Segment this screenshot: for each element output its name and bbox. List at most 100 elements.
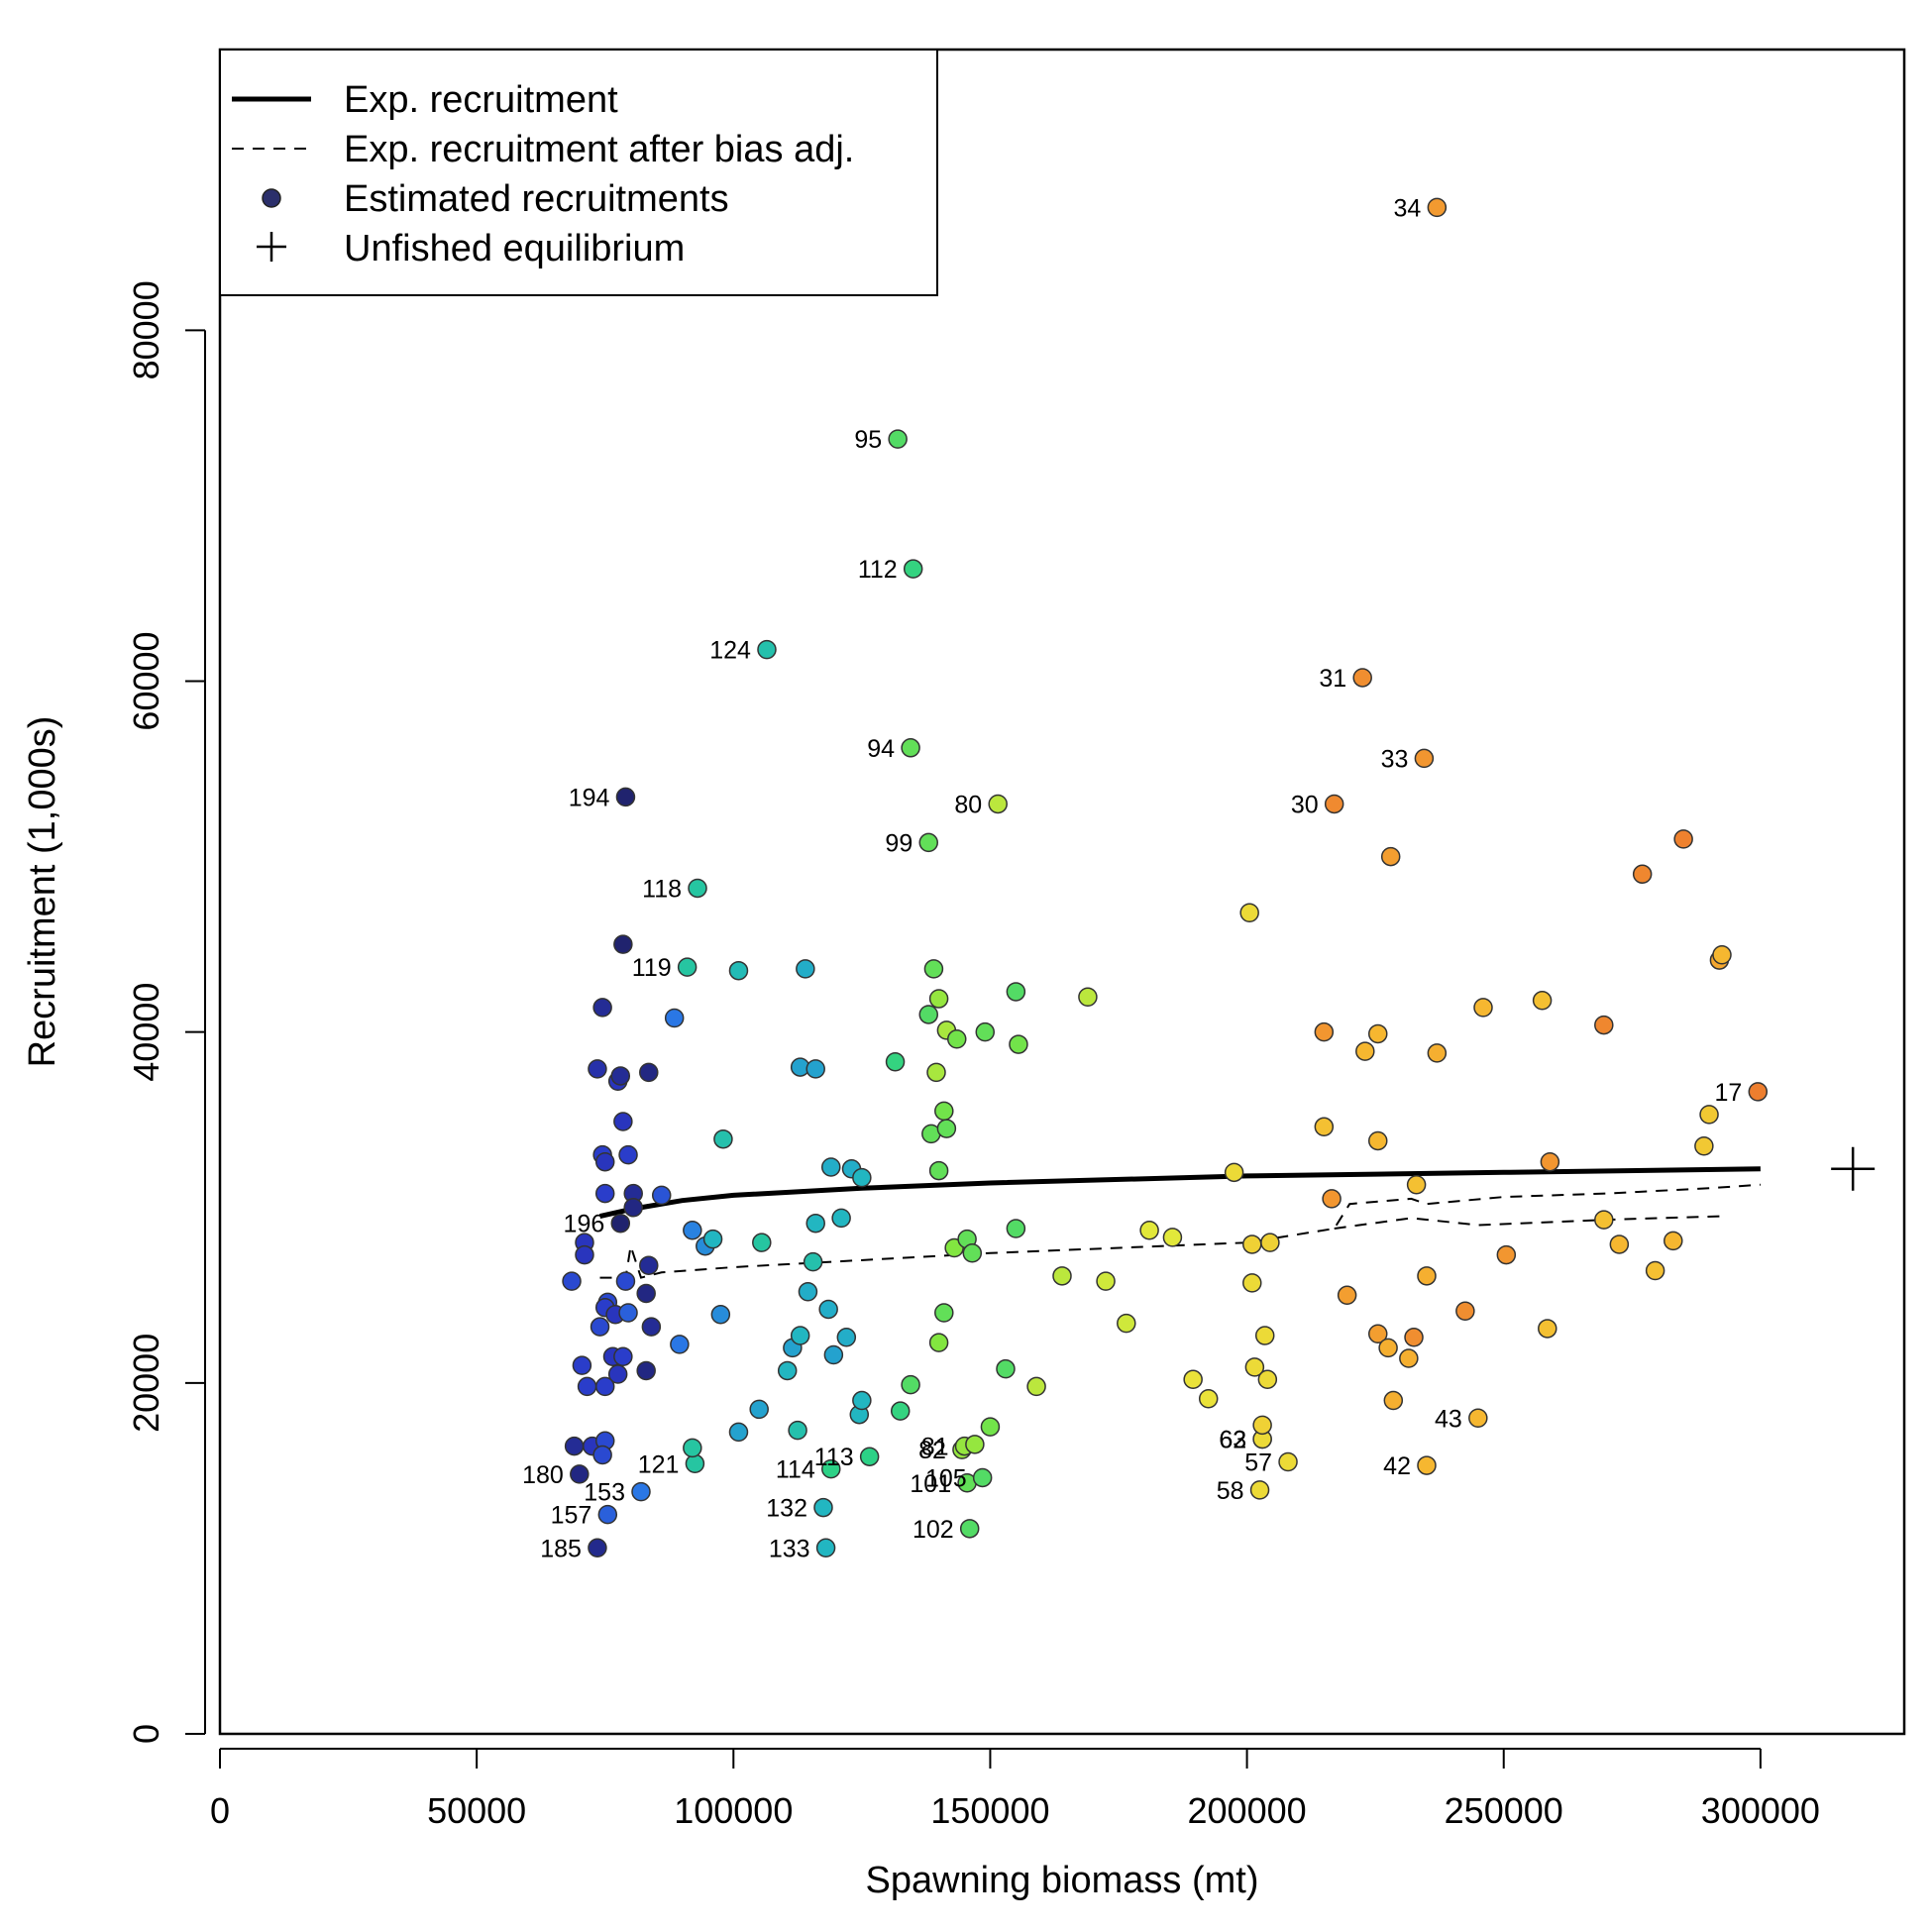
- recruitment-point: [618, 1303, 638, 1323]
- recruitment-point: [936, 1119, 957, 1138]
- recruitment-point: [631, 1481, 651, 1502]
- recruitment-point: [1417, 1266, 1437, 1286]
- recruitment-point: [821, 1157, 841, 1177]
- recruitment-point: [1645, 1260, 1665, 1281]
- point-label: 57: [1244, 1449, 1272, 1477]
- recruitment-point: [1748, 1082, 1769, 1102]
- recruitment-point: [677, 957, 698, 977]
- recruitment-point: [1473, 998, 1493, 1018]
- recruitment-point: [1260, 1233, 1280, 1252]
- recruitment-point: [683, 1221, 702, 1240]
- recruitment-point: [1594, 1210, 1614, 1230]
- recruitment-point: [1496, 1244, 1517, 1265]
- recruitment-point: [752, 1233, 772, 1252]
- point-label: 99: [885, 829, 912, 857]
- point-label: 124: [709, 637, 751, 665]
- recruitment-point: [796, 959, 815, 979]
- recruitment-point: [641, 1317, 662, 1337]
- recruitment-point: [1242, 1234, 1262, 1254]
- recruitment-point: [1368, 1130, 1388, 1151]
- x-tick-label: 150000: [930, 1790, 1049, 1831]
- recruitment-point: [670, 1335, 690, 1354]
- point-label: 113: [814, 1444, 854, 1471]
- point-label: 101: [910, 1470, 951, 1498]
- recruitment-point: [1383, 1390, 1404, 1411]
- recruitment-point: [901, 738, 920, 758]
- recruitment-point: [1314, 1021, 1335, 1042]
- recruitment-point: [852, 1390, 872, 1411]
- point-label: 94: [867, 735, 895, 763]
- recruitment-point: [836, 1328, 857, 1347]
- recruitment-point: [903, 559, 923, 579]
- recruitment-point: [965, 1435, 985, 1454]
- point-label: 43: [1435, 1405, 1462, 1433]
- point-label: 132: [766, 1495, 807, 1523]
- recruitment-point: [805, 1059, 825, 1079]
- recruitment-point: [823, 1344, 844, 1365]
- recruitment-point: [790, 1326, 810, 1345]
- recruitment-point: [688, 878, 707, 899]
- recruitment-point: [1052, 1266, 1072, 1286]
- recruitment-point: [1162, 1228, 1183, 1247]
- recruitment-point: [1249, 1480, 1270, 1500]
- recruitment-point: [928, 1160, 949, 1181]
- recruitment-point: [805, 1213, 825, 1234]
- point-label: 80: [954, 791, 982, 818]
- recruitment-point: [636, 1360, 656, 1381]
- recruitment-point: [1257, 1369, 1278, 1390]
- recruitment-point: [1712, 945, 1732, 965]
- recruitment-point: [901, 1374, 920, 1395]
- recruitment-point: [639, 1062, 659, 1083]
- recruitment-point: [1324, 794, 1344, 814]
- recruitment-point: [1244, 1357, 1265, 1377]
- recruitment-point: [1632, 864, 1653, 885]
- legend-plus-symbol: [257, 232, 286, 262]
- recruitment-point: [923, 959, 944, 979]
- recruitment-point: [597, 1504, 618, 1525]
- recruitment-point: [926, 1062, 946, 1083]
- recruitment-point: [562, 1271, 582, 1291]
- recruitment-point: [1254, 1326, 1275, 1345]
- x-axis-label: Spawning biomass (mt): [865, 1860, 1258, 1901]
- recruitment-point: [815, 1538, 836, 1558]
- point-label: 30: [1291, 791, 1319, 818]
- recruitment-point: [890, 1401, 911, 1421]
- recruitment-point: [1314, 1117, 1335, 1137]
- recruitment-point: [728, 960, 749, 981]
- recruitment-point: [928, 989, 949, 1009]
- recruitment-point: [592, 998, 612, 1018]
- point-label: 33: [1381, 745, 1409, 773]
- recruitment-point: [996, 1358, 1016, 1379]
- recruitment-point: [1096, 1271, 1116, 1291]
- recruitment-point: [972, 1467, 993, 1488]
- recruitment-point: [975, 1021, 996, 1042]
- point-label: 17: [1714, 1079, 1742, 1107]
- recruitment-point: [685, 1453, 705, 1474]
- recruitment-point: [1427, 1043, 1448, 1063]
- y-tick-label: 0: [126, 1724, 166, 1744]
- estimated-recruitment-points: [562, 197, 1769, 1558]
- bias-adjusted-line-branch: [1334, 1215, 1720, 1230]
- recruitment-point: [1414, 748, 1435, 769]
- recruitment-point: [610, 1213, 631, 1234]
- recruitment-point: [788, 1420, 807, 1441]
- point-label: 180: [522, 1461, 564, 1489]
- point-label: 81: [921, 1434, 949, 1461]
- point-label: 42: [1383, 1452, 1411, 1480]
- recruitment-point: [683, 1438, 702, 1458]
- recruitment-point: [1368, 1324, 1388, 1343]
- y-tick-label: 60000: [126, 631, 166, 730]
- point-label: 34: [1394, 194, 1422, 222]
- recruitment-point: [613, 1112, 633, 1131]
- recruitment-point: [636, 1283, 656, 1304]
- recruitment-point: [588, 1538, 607, 1558]
- legend-dot-symbol: [262, 188, 281, 208]
- recruitment-point: [1538, 1319, 1557, 1339]
- recruitment-point: [1239, 903, 1259, 922]
- recruitment-point: [1198, 1389, 1219, 1409]
- x-tick-label: 0: [210, 1790, 230, 1831]
- recruitment-point: [577, 1376, 597, 1397]
- recruitment-point: [594, 1151, 615, 1172]
- recruitment-point: [1699, 1105, 1719, 1125]
- recruitment-point: [613, 934, 633, 954]
